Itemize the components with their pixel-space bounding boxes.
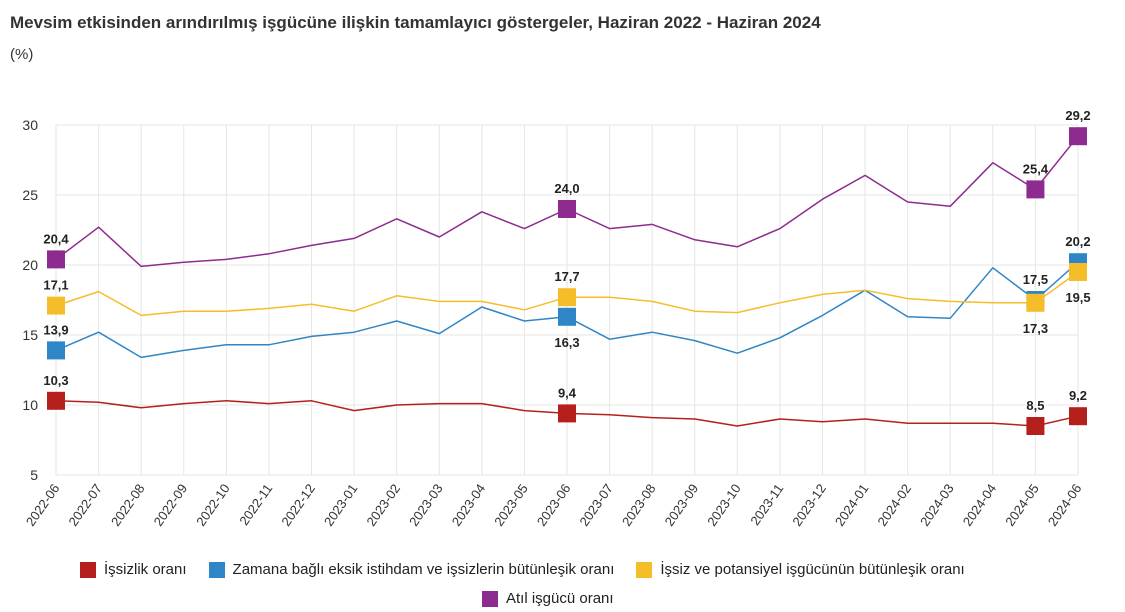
x-tick-label: 2023-01 (321, 481, 361, 529)
x-tick-label: 2024-03 (917, 481, 957, 529)
x-tick-label: 2024-01 (832, 481, 872, 529)
data-label: 20,2 (1065, 234, 1090, 249)
y-tick-label: 20 (22, 257, 38, 273)
data-label: 10,3 (43, 373, 68, 388)
x-tick-label: 2022-10 (193, 481, 233, 529)
data-label: 8,5 (1026, 398, 1044, 413)
x-tick-label: 2023-09 (662, 481, 702, 529)
data-label: 25,4 (1023, 161, 1049, 176)
data-point-marker (1069, 127, 1087, 146)
x-tick-label: 2023-02 (363, 481, 403, 529)
x-tick-label: 2022-07 (65, 481, 105, 529)
legend-item-zamana-bagli[interactable]: Zamana bağlı eksik istihdam ve işsizleri… (208, 561, 615, 578)
x-tick-label: 2023-06 (534, 481, 574, 529)
legend-label: İşsizlik oranı (104, 561, 187, 578)
x-tick-label: 2022-12 (278, 481, 318, 529)
legend-swatch (80, 561, 96, 578)
x-tick-label: 2022-06 (23, 481, 63, 529)
data-label: 17,7 (554, 269, 579, 284)
data-label: 29,2 (1065, 108, 1090, 123)
legend-label: Atıl işgücü oranı (506, 590, 614, 607)
data-point-marker (1069, 263, 1087, 281)
x-tick-label: 2023-08 (619, 481, 659, 529)
x-tick-label: 2023-03 (406, 481, 446, 529)
data-label-layer: 10,3 9,4 8,5 9,2 13,9 16,3 17,5 20,2 17,1 17,7 17,… (43, 108, 1090, 413)
legend-swatch (636, 561, 653, 578)
y-tick-label: 15 (22, 327, 38, 343)
data-point-marker (1026, 180, 1045, 199)
legend-label: İşsiz ve potansiyel işgücünün bütünleşik… (660, 561, 965, 578)
series-layer (47, 127, 1087, 435)
x-tick-label: 2023-10 (704, 481, 744, 529)
data-point-marker (558, 404, 576, 423)
data-label: 13,9 (43, 322, 68, 337)
data-point-marker (47, 250, 65, 269)
data-point-marker (558, 200, 576, 218)
y-tick-label: 10 (22, 397, 38, 413)
legend-item-atil-isgucu[interactable]: Atıl işgücü oranı (482, 590, 614, 607)
data-point-marker (1069, 407, 1087, 426)
x-tick-label: 2023-12 (789, 481, 829, 529)
data-label: 20,4 (43, 231, 69, 246)
x-tick-label: 2023-11 (747, 481, 786, 528)
data-label: 17,3 (1023, 321, 1048, 336)
data-point-marker (558, 307, 576, 326)
x-tick-label: 2024-02 (874, 481, 914, 529)
x-tick-label: 2023-04 (449, 481, 489, 529)
data-label: 17,5 (1023, 272, 1048, 287)
data-label: 9,4 (558, 385, 577, 400)
data-label: 16,3 (554, 335, 579, 350)
x-tick-label: 2022-09 (151, 481, 191, 529)
data-point-marker (47, 391, 65, 410)
chart-title: Mevsim etkisinden arındırılmış işgücüne … (10, 13, 821, 32)
y-tick-label: 5 (30, 467, 38, 483)
x-tick-label: 2022-08 (108, 481, 148, 529)
x-tick-label: 2024-04 (960, 481, 1000, 529)
data-point-marker (1026, 417, 1045, 435)
legend-swatch (482, 590, 498, 607)
data-point-marker (47, 296, 65, 315)
legend-item-issizlik[interactable]: İşsizlik oranı (80, 561, 187, 578)
legend-row-1: İşsizlik oranı Zamana bağlı eksik istihd… (80, 561, 987, 578)
data-point-marker (558, 288, 576, 307)
x-tick-label: 2023-07 (576, 481, 616, 529)
data-point-marker (47, 341, 65, 360)
data-label: 19,5 (1065, 290, 1090, 305)
legend-swatch (208, 561, 225, 578)
data-label: 24,0 (554, 181, 579, 196)
x-tick-label: 2023-05 (491, 481, 531, 529)
x-tick-label: 2024-05 (1002, 481, 1042, 529)
unit-label: (%) (10, 46, 34, 63)
legend-item-potansiyel[interactable]: İşsiz ve potansiyel işgücünün bütünleşik… (636, 561, 965, 578)
x-tick-label: 2024-06 (1045, 481, 1085, 529)
y-tick-label: 30 (22, 117, 38, 133)
data-point-marker (1026, 293, 1045, 312)
data-label: 17,1 (43, 278, 68, 293)
x-tick-label: 2022-11 (236, 481, 275, 528)
legend-label: Zamana bağlı eksik istihdam ve işsizleri… (232, 561, 615, 578)
data-label: 9,2 (1069, 388, 1087, 403)
legend-row-2: Atıl işgücü oranı (482, 590, 636, 607)
y-tick-label: 25 (22, 187, 38, 203)
grid-layer (55, 124, 1079, 476)
